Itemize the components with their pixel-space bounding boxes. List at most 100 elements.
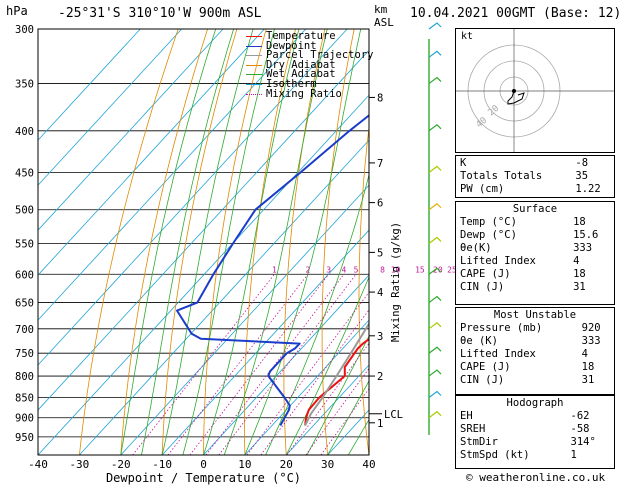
dry-adiabat [203, 29, 267, 455]
legend-label: Wet Adiabat [266, 68, 336, 81]
indices-top-box: K -8 Totals Totals 35 PW (cm) 1.22 [455, 155, 615, 198]
wet-adiabat [223, 29, 328, 455]
dry-adiabat [79, 29, 179, 455]
isotherm [161, 229, 369, 455]
isotherm [38, 29, 141, 141]
index-row: Lifted Index 4 [456, 255, 614, 268]
pressure-tick-label: 650 [15, 298, 34, 310]
wet-adiabat [306, 335, 369, 455]
isotherm [203, 274, 369, 455]
legend-swatch [246, 74, 262, 76]
mixing-ratio-axis-title: Mixing Ratio (g/kg) [390, 222, 402, 342]
wind-barb [428, 22, 442, 30]
index-row: CIN (J) 31 [456, 374, 614, 387]
wind-barb [428, 267, 442, 275]
location-title: -25°31'S 310°10'W 900m ASL [58, 6, 262, 21]
mixing-ratio-line [167, 274, 309, 455]
surface-table: Surface Temp (°C) 18 Dewp (°C) 15.6 θe(K) 3… [456, 203, 614, 294]
index-label: CIN (J) [460, 374, 505, 386]
hodograph-unit: kt [461, 31, 473, 42]
wind-barb [428, 202, 442, 211]
mixing-ratio-line [320, 387, 369, 455]
pressure-tick-label: 950 [15, 432, 34, 444]
legend-label: Isotherm [266, 77, 317, 90]
wind-barb [428, 410, 442, 419]
isotherm [38, 29, 182, 186]
index-label: θe(K) [460, 242, 492, 254]
pressure-tick-label: 300 [15, 24, 34, 36]
mixing-ratio-label: 4 [341, 265, 346, 274]
index-row: PW (cm) 1.22 [456, 183, 614, 196]
index-row: EH -62 [456, 410, 614, 423]
chart-legend: Temperature Dewpoint Parcel Trajectory Dry … [246, 31, 373, 100]
mixing-ratio-line [260, 309, 369, 455]
index-label: StmDir [460, 436, 498, 448]
wind-barb [428, 76, 442, 85]
legend-item: Temperature [246, 31, 373, 42]
legend-item: Mixing Ratio [246, 88, 373, 100]
mixing-ratio-line [189, 274, 329, 455]
index-row: θe(K) 333 [456, 242, 614, 255]
mixing-ratio-line [205, 274, 345, 455]
dry-adiabat [120, 29, 208, 455]
index-label: CIN (J) [460, 281, 505, 293]
isotherm [38, 29, 307, 321]
index-row: StmDir 314° [456, 436, 614, 449]
wind-barb [428, 322, 442, 330]
hodograph-box: kt 40 20 [455, 28, 615, 153]
temperature-tick-label: 10 [238, 458, 251, 471]
km-tick-label: 2 [377, 371, 383, 383]
wind-barb [428, 50, 442, 58]
temperature-tick-label: 0 [200, 458, 207, 471]
mixing-ratio-label: 25 [447, 265, 457, 274]
km-label: km [374, 3, 388, 16]
index-value: 1 [570, 449, 577, 461]
mixing-ratio-line [305, 367, 369, 455]
index-value: 18 [573, 216, 586, 228]
index-value: 15.6 [573, 229, 599, 241]
temperature-tick-label: -20 [111, 458, 131, 471]
index-value: 920 [581, 322, 601, 334]
wet-adiabat [141, 29, 234, 455]
series-temperature [304, 337, 369, 426]
dry-adiabat [618, 29, 629, 455]
pressure-tick-label: 450 [15, 167, 34, 179]
temperature-tick-label: 30 [321, 458, 334, 471]
index-row: Dewp (°C) 15.6 [456, 229, 614, 242]
legend-swatch [246, 83, 262, 85]
mixing-ratio-line [286, 342, 369, 455]
index-label: K [460, 157, 467, 169]
mixing-ratio-label: 15 [415, 265, 425, 274]
indices-top-table: K -8 Totals Totals 35 PW (cm) 1.22 [456, 157, 614, 196]
index-row: StmSpd (kt) 1 [456, 449, 614, 462]
index-row: CAPE (J) 18 [456, 268, 614, 281]
footer-credit[interactable]: © weatheronline.co.uk [466, 471, 606, 484]
most-unstable-box: Most Unstable Pressure (mb) 920 θe (K) 333… [455, 307, 615, 395]
km-tick-label: 4 [377, 287, 383, 299]
index-value: 18 [581, 361, 595, 373]
index-label: SREH [460, 423, 486, 435]
temperature-tick-label: 20 [280, 458, 293, 471]
datetime-title: 10.04.2021 00GMT (Base: 12) [410, 6, 622, 21]
index-value: 31 [581, 374, 595, 386]
wind-barb [428, 123, 442, 132]
index-label: CAPE (J) [460, 268, 511, 280]
hodograph-indices-title: Hodograph [506, 397, 564, 409]
index-label: θe (K) [460, 335, 498, 347]
legend-label: Dewpoint [266, 39, 317, 52]
plot-frame [37, 28, 370, 456]
asl-label: ASL [374, 16, 394, 29]
isotherm [38, 49, 369, 411]
wet-adiabat [182, 29, 275, 455]
isotherm [244, 319, 369, 455]
series-parcel-trajectory [304, 321, 369, 426]
mixing-ratio-label: 8 [380, 265, 385, 274]
index-value: 333 [581, 335, 601, 347]
pressure-tick-label: 400 [15, 126, 34, 138]
index-value: 1.22 [575, 183, 601, 195]
km-tick-label: 8 [377, 92, 383, 104]
wind-barb [428, 236, 442, 244]
dry-adiabat [243, 29, 296, 455]
legend-item: Dewpoint [246, 39, 373, 52]
